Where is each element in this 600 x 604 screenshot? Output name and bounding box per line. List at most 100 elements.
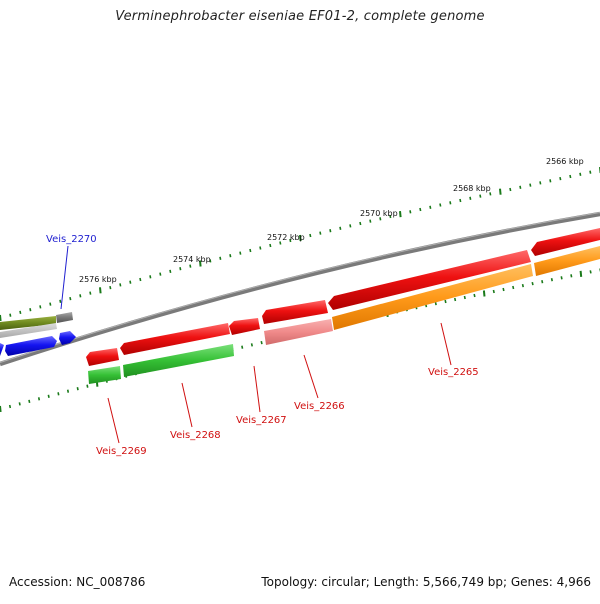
- outer-scale-tick: [49, 302, 52, 306]
- gene-right-red[interactable]: [531, 228, 600, 256]
- gene-label-veis-2268[interactable]: Veis_2268: [170, 430, 221, 441]
- outer-scale-tick: [339, 226, 342, 230]
- outer-scale-tick: [39, 305, 42, 309]
- page-title: Verminephrobacter eiseniae EF01-2, compl…: [115, 9, 485, 24]
- scale-label-2568: 2568 kbp: [453, 184, 491, 193]
- inner-scale-tick: [250, 343, 253, 347]
- outer-scale-tick: [159, 272, 162, 276]
- outer-scale-tick: [69, 296, 72, 301]
- outer-scale-tick: [199, 260, 202, 267]
- inner-scale-tick: [570, 274, 573, 278]
- outer-scale-tick: [29, 308, 32, 312]
- scale-label-2576: 2576 kbp: [79, 275, 117, 284]
- outer-scale-tick: [549, 179, 552, 183]
- inner-scale-tick: [492, 289, 495, 294]
- inner-scale-tick: [550, 278, 553, 282]
- outer-scale-tick: [559, 176, 562, 181]
- gene-feature-olive[interactable]: [0, 316, 56, 330]
- outer-scale-tick: [569, 174, 572, 179]
- outer-scale-tick: [259, 246, 262, 250]
- outer-scale-tick: [459, 198, 462, 203]
- scale-label-2570: 2570 kbp: [360, 209, 398, 218]
- gene-feature-light[interactable]: [0, 323, 57, 338]
- outer-scale-ticks: [0, 167, 600, 322]
- scale-label-2572: 2572 kbp: [267, 233, 305, 242]
- inner-scale-tick: [589, 270, 592, 274]
- inner-scale-tick: [47, 394, 50, 398]
- outer-scale-tick: [239, 251, 242, 255]
- outer-scale-tick: [499, 188, 502, 195]
- outer-scale-tick: [379, 217, 382, 221]
- outer-scale-tick: [389, 214, 392, 219]
- inner-scale-tick: [18, 402, 21, 406]
- scale-label-2566: 2566 kbp: [546, 157, 584, 166]
- inner-scale-tick: [434, 301, 437, 306]
- outer-scale-tick: [289, 238, 292, 243]
- outer-scale-tick: [409, 210, 412, 214]
- gene-label-veis-2266[interactable]: Veis_2266: [294, 401, 345, 412]
- outer-scale-tick: [579, 172, 582, 176]
- gene-green-rna-2[interactable]: [123, 344, 234, 377]
- gene-feature-blue-small[interactable]: [59, 331, 76, 345]
- inner-scale-tick: [260, 340, 263, 345]
- gene-orange-feature-1[interactable]: [332, 264, 533, 330]
- inner-scale-tick: [444, 299, 447, 304]
- gene-feature-blue-left[interactable]: [0, 336, 57, 356]
- outer-scale-tick: [449, 201, 452, 205]
- genome-backbone-highlight: [0, 212, 600, 363]
- outer-scale-tick: [279, 241, 282, 245]
- gene-veis-2267[interactable]: [229, 318, 260, 335]
- outer-scale-tick: [429, 205, 432, 209]
- outer-scale-tick: [369, 219, 372, 223]
- gene-label-veis-2269[interactable]: Veis_2269: [96, 446, 147, 457]
- gene-veis-2269[interactable]: [86, 348, 119, 366]
- inner-scale-ticks: [0, 268, 600, 413]
- inner-scale-tick: [531, 281, 534, 286]
- inner-scale-tick: [57, 392, 60, 396]
- outer-scale-tick: [229, 254, 232, 258]
- accession-text: Accession: NC_008786: [9, 575, 146, 589]
- inner-scale-tick: [463, 295, 466, 300]
- gene-pink-feature[interactable]: [264, 319, 333, 345]
- inner-scale-tick: [541, 280, 544, 284]
- inner-scale-tick: [482, 290, 486, 297]
- outer-scale-tick: [489, 192, 492, 196]
- outer-scale-tick: [319, 231, 322, 235]
- gene-veis-2265[interactable]: [328, 250, 531, 310]
- outer-scale-tick: [169, 269, 172, 274]
- outer-scale-tick: [439, 203, 442, 207]
- outer-scale-tick: [469, 196, 472, 200]
- inner-scale-tick: [0, 405, 2, 413]
- outer-scale-tick: [149, 275, 152, 279]
- inner-scale-tick: [502, 287, 505, 292]
- gene-feature-gray[interactable]: [56, 312, 73, 323]
- gene-green-rna-1[interactable]: [88, 366, 121, 384]
- outer-scale-tick: [59, 299, 62, 303]
- inner-scale-tick: [76, 387, 79, 391]
- gene-label-veis-2270[interactable]: Veis_2270: [46, 234, 97, 245]
- outer-scale-tick: [9, 313, 12, 317]
- gene-label-veis-2267[interactable]: Veis_2267: [236, 415, 287, 426]
- outer-scale-tick: [209, 259, 212, 263]
- outer-scale-tick: [309, 233, 312, 238]
- outer-scale-tick: [299, 234, 302, 242]
- gene-orange-feature-2[interactable]: [534, 246, 600, 276]
- outer-scale-tick: [19, 310, 22, 315]
- gene-veis-2268-cds[interactable]: [120, 323, 230, 355]
- outer-scale-tick: [219, 256, 222, 260]
- outer-scale-tick: [519, 185, 522, 189]
- gene-label-veis-2265[interactable]: Veis_2265: [428, 367, 479, 378]
- scale-label-2574: 2574 kbp: [173, 255, 211, 264]
- outer-scale-tick: [189, 264, 192, 268]
- inner-scale-tick: [560, 276, 563, 280]
- outer-scale-tick: [419, 207, 422, 212]
- outer-scale-tick: [79, 294, 82, 298]
- gene-veis-2266[interactable]: [262, 300, 328, 324]
- outer-scale-tick: [129, 280, 132, 284]
- inner-scale-tick: [454, 297, 457, 302]
- inner-scale-tick: [8, 404, 12, 409]
- outer-scale-tick: [99, 287, 102, 294]
- outer-scale-tick: [329, 229, 332, 233]
